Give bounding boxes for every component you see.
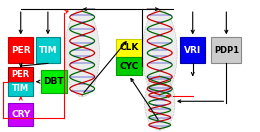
Text: CYC: CYC — [119, 62, 138, 70]
Text: PDP1: PDP1 — [214, 46, 239, 55]
FancyBboxPatch shape — [41, 70, 67, 93]
Text: CLK: CLK — [119, 43, 138, 52]
Text: CRY: CRY — [11, 110, 30, 119]
Text: TIM: TIM — [38, 46, 57, 55]
Ellipse shape — [65, 9, 100, 97]
FancyBboxPatch shape — [9, 37, 33, 63]
FancyBboxPatch shape — [9, 103, 33, 126]
Ellipse shape — [142, 9, 177, 97]
Text: TIM: TIM — [12, 84, 29, 93]
Ellipse shape — [145, 75, 175, 130]
FancyBboxPatch shape — [9, 82, 33, 96]
FancyBboxPatch shape — [211, 37, 241, 63]
FancyBboxPatch shape — [9, 67, 33, 82]
Text: PER: PER — [12, 70, 30, 79]
Text: PER: PER — [11, 46, 30, 55]
Text: DBT: DBT — [43, 77, 64, 86]
FancyBboxPatch shape — [36, 37, 60, 63]
FancyBboxPatch shape — [116, 39, 142, 57]
FancyBboxPatch shape — [116, 57, 142, 75]
Text: VRI: VRI — [184, 46, 201, 55]
FancyBboxPatch shape — [180, 37, 205, 63]
